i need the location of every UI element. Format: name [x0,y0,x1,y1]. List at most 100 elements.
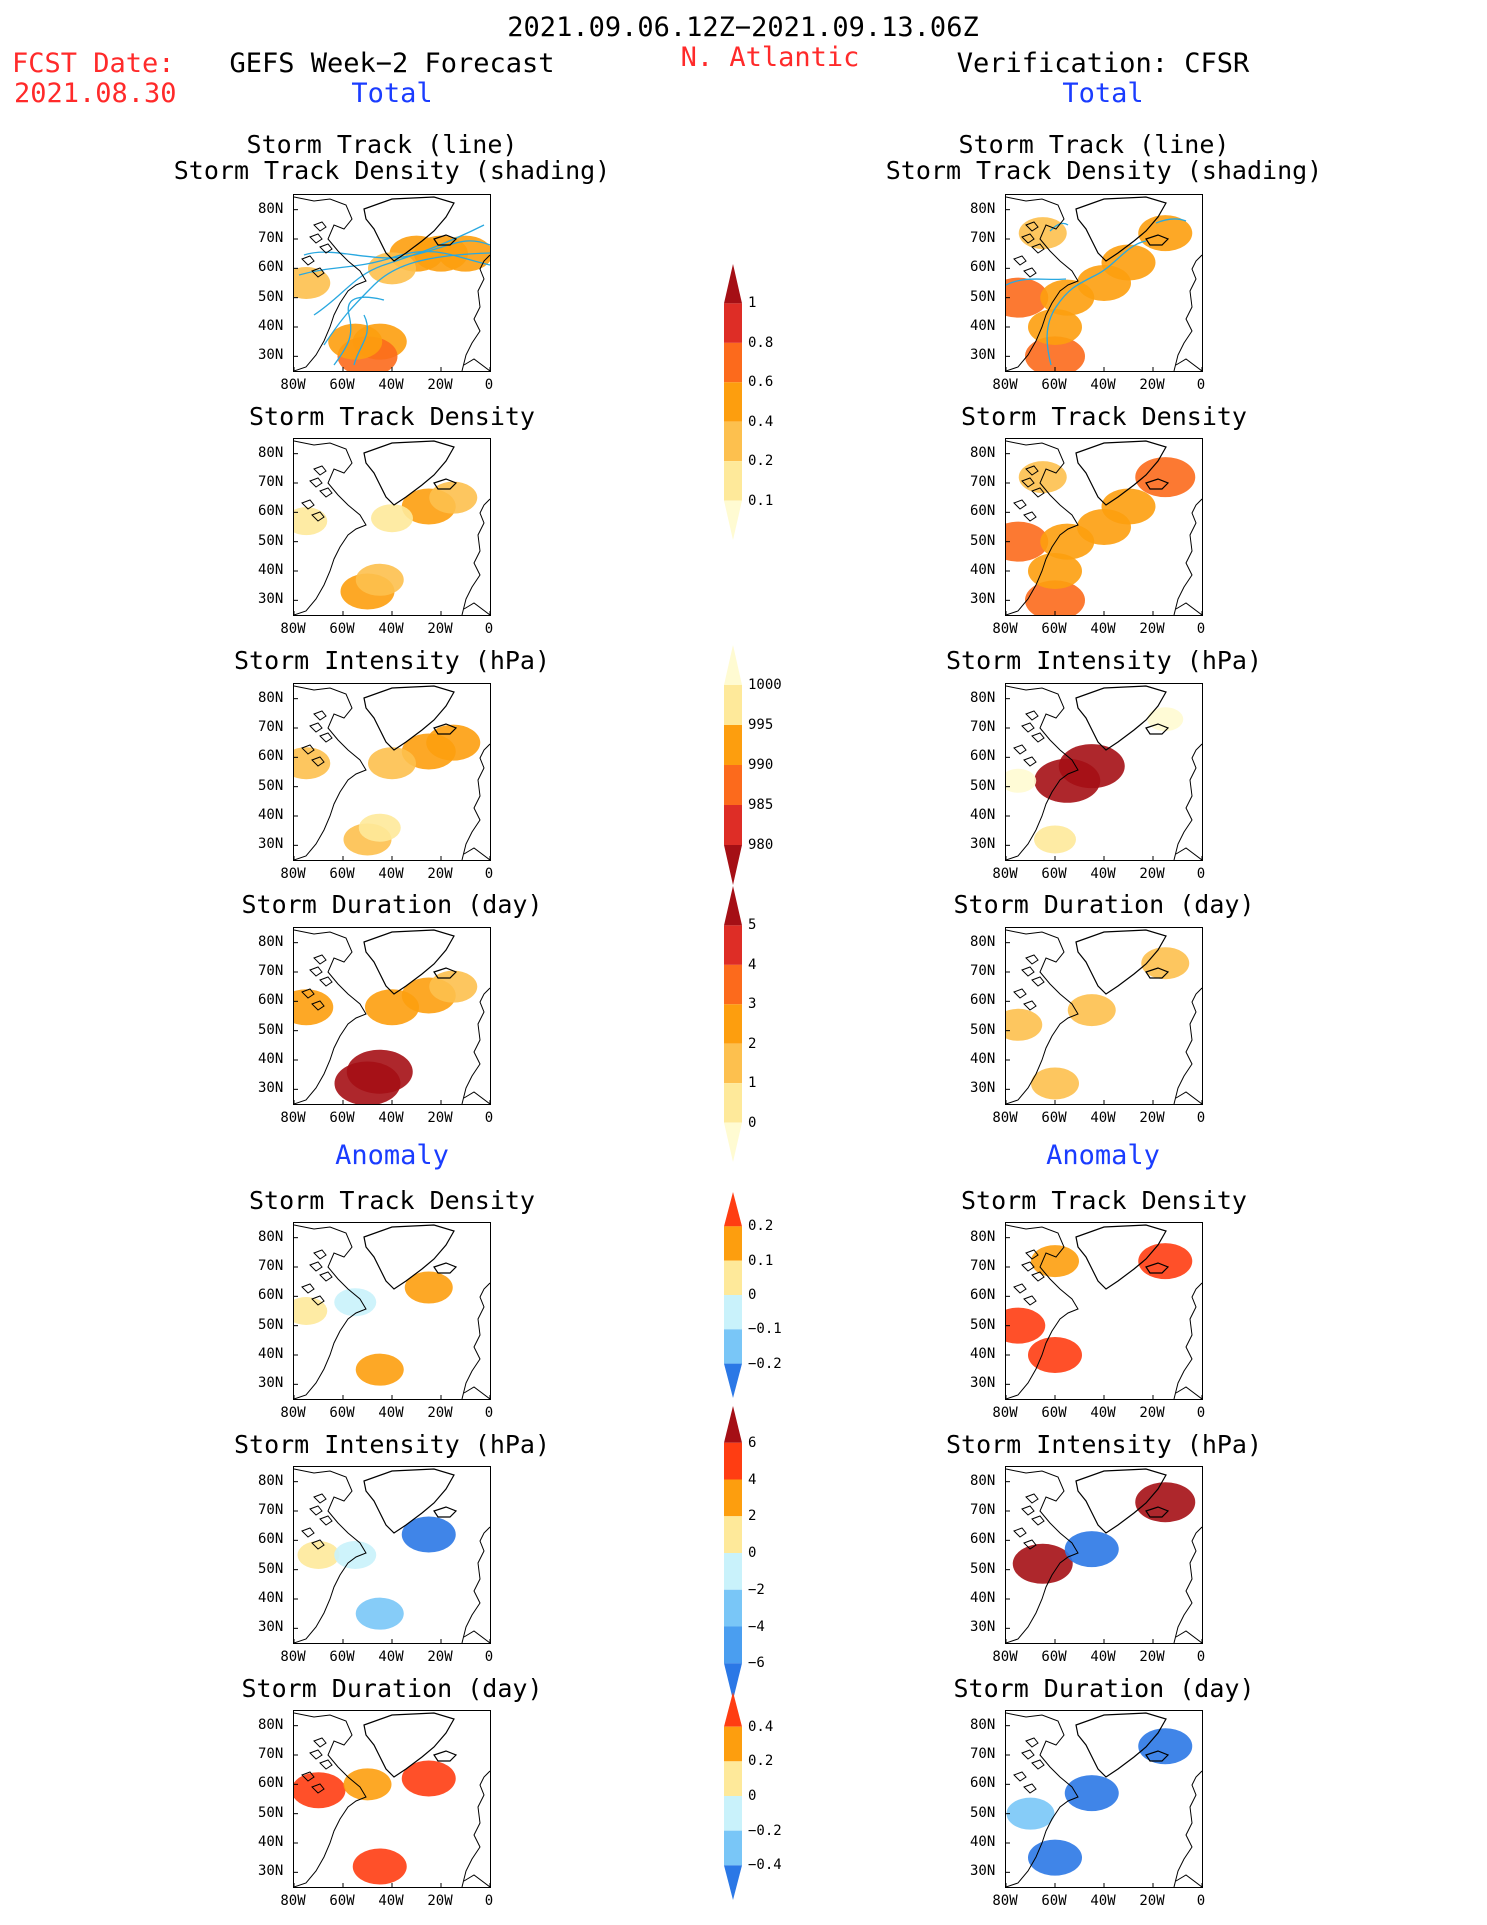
axis-ticks [294,698,490,860]
island-outline [1021,1261,1035,1272]
storm-track-line [313,224,485,316]
title-intensity-right: Storm Intensity (hPa) [945,646,1263,675]
axis-ticks [294,209,490,371]
colorbar-tick-label: 985 [748,797,774,813]
colorbar-tick-label: 0.2 [748,1218,774,1235]
data-cell [294,989,334,1026]
lon-tick-label: 60W [329,1110,355,1126]
coastline [294,440,367,615]
lat-tick-label: 40N [970,318,996,334]
colorbar-tick-label: 0 [748,1287,757,1303]
map-svg [1006,1712,1202,1887]
island-outline [319,1271,333,1282]
axis-ticks [1006,209,1202,371]
lon-tick-label: 20W [1139,621,1165,637]
gefs-title: GEFS Week−2 Forecast [229,48,555,79]
lat-tick-label: 60N [258,503,284,520]
lat-tick-label: 70N [970,230,996,246]
colorbar-tick-label: 6 [748,1434,757,1451]
island-outline [309,233,323,244]
colorbar-segment [724,725,742,765]
lat-tick-label: 60N [970,1775,996,1792]
colorbar-tick-label: 0.4 [748,413,774,430]
island-outline [319,1759,333,1770]
lon-tick-label: 20W [427,1649,453,1665]
coastline [294,929,367,1104]
lat-tick-label: 80N [970,200,996,217]
lon-tick-label: 0 [484,1405,494,1421]
lat-tick-label: 80N [258,1716,284,1733]
data-cell [1006,1008,1043,1041]
data-cell [1025,580,1085,615]
colorbar-tick-label: 0.2 [748,453,774,470]
colorbar-segment [724,1083,742,1123]
colorbar-segment [724,264,742,304]
lat-tick-label: 70N [258,230,284,246]
data-cell [1135,457,1196,498]
colorbar-segment [724,1516,742,1553]
coastline [463,847,490,860]
island-outline [301,1771,315,1782]
lon-tick-label: 80W [280,1649,306,1665]
map-panel-cfsr-total-7 [1005,927,1203,1105]
coastline [463,1091,490,1104]
colorbar-tick-label: 0 [748,1114,757,1131]
island-outline [1013,255,1027,266]
colorbar-segment [724,1479,742,1517]
coastline [1173,1282,1202,1399]
axis-ticks [1006,942,1202,1104]
island-outline [1025,1249,1039,1260]
coastline [1173,1770,1202,1887]
lat-tick-label: 30N [258,836,284,853]
colorbar-segment [724,1295,742,1330]
lon-tick-label: 40W [1090,1110,1116,1126]
island-outline [1021,966,1035,977]
data-cell [401,1760,456,1797]
lat-tick-label: 40N [258,1051,284,1067]
island-outline [301,988,315,999]
coastline [363,929,455,995]
colorbar-duration-total [724,886,742,1162]
lat-tick-label: 50N [970,1804,996,1821]
colorbar-segment [724,1663,742,1700]
coastline [294,1712,367,1887]
map-svg [1006,685,1202,860]
lat-tick-label: 60N [970,992,996,1009]
coastline [1145,967,1170,979]
coastline [433,1750,458,1762]
colorbar-segment [724,1226,742,1261]
lat-tick-label: 50N [970,288,996,305]
title-density-left: Storm Track Density [249,402,535,431]
coastline [1175,358,1202,371]
coastline [433,1262,458,1274]
map-svg [1006,1468,1202,1643]
data-cell [294,747,331,780]
data-cell [1138,1728,1193,1765]
data-cell [1101,488,1156,525]
map-panel-cfsr-anomaly-13 [1005,1710,1203,1888]
title-track-density-shading-right: Storm Track Density (shading) [885,156,1323,185]
axis-ticks [294,1237,490,1399]
map-svg [1006,196,1202,371]
lon-tick-label: 40W [1090,1649,1116,1665]
coastline [461,1282,490,1399]
data-cell [371,504,413,533]
coastline [1006,440,1079,615]
lon-tick-label: 40W [1090,1405,1116,1421]
island-outline [1013,744,1027,755]
lat-tick-label: 60N [970,503,996,520]
coastline [1075,685,1167,751]
lon-tick-label: 20W [1139,1649,1165,1665]
coastline [461,1526,490,1643]
lat-tick-label: 50N [970,1021,996,1038]
title-duration-left: Storm Duration (day) [241,890,543,919]
data-cell [1031,1245,1079,1278]
island-outline [309,1505,323,1516]
island-outline [1023,1539,1037,1550]
coastline [1145,478,1170,490]
coastline [1173,498,1202,615]
colorbar-intensity-anomaly [724,1406,742,1700]
coastline [1173,743,1202,860]
island-outline [311,267,325,278]
axis-ticks [1006,698,1202,860]
